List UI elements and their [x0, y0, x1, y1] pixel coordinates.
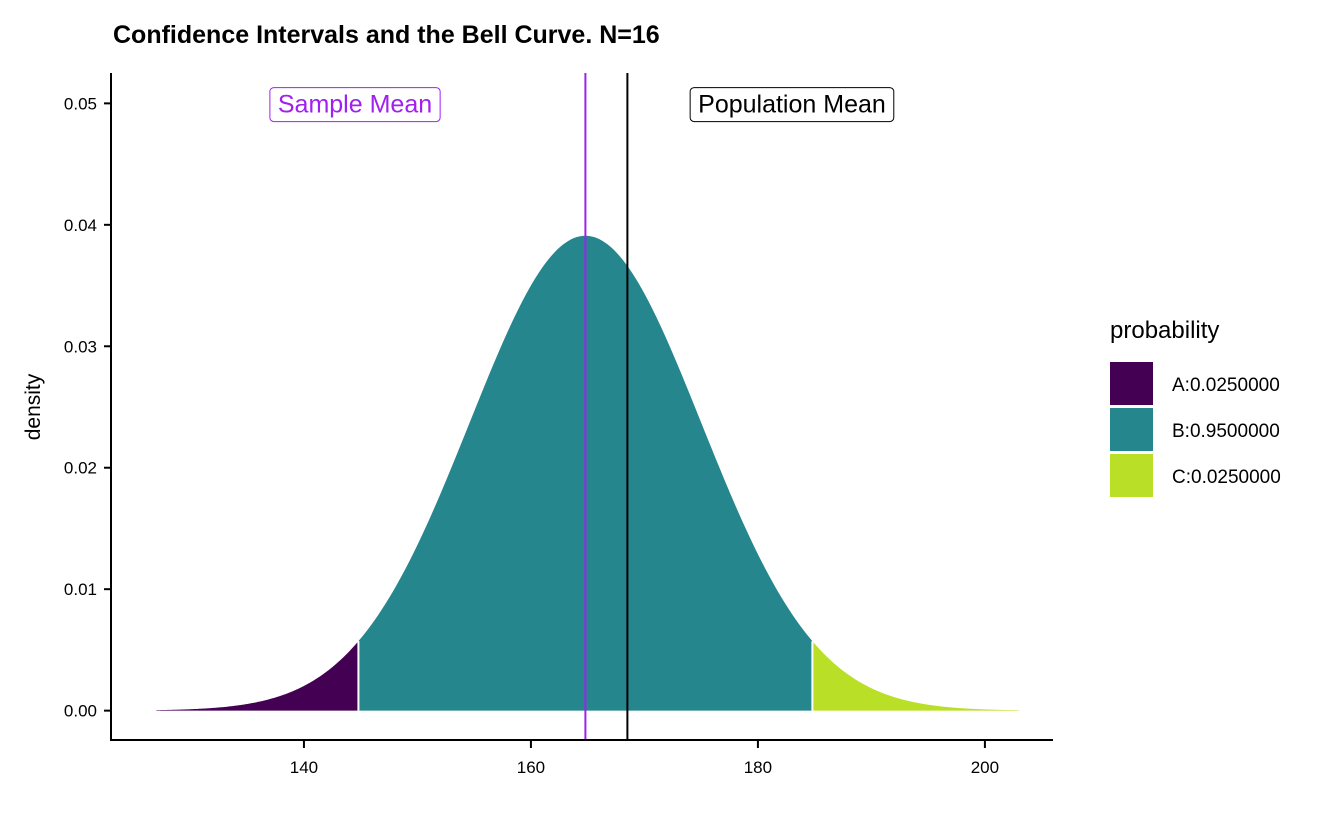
- x-tick-label: 200: [971, 758, 999, 777]
- population-mean-label: Population Mean: [689, 87, 895, 123]
- y-tick-label: 0.05: [64, 94, 97, 113]
- y-tick-label: 0.01: [64, 580, 97, 599]
- x-tick-label: 140: [290, 758, 318, 777]
- label-box: [269, 87, 441, 123]
- axes: 140 160 180 200 0.00 0.01 0.02 0.03 0.04 0.05 de…: [22, 73, 1053, 777]
- mean-lines: [584, 73, 629, 741]
- legend-label: C:0.0250000: [1172, 467, 1281, 488]
- legend-swatch: [1110, 454, 1153, 497]
- label-text: Population Mean: [698, 91, 886, 119]
- mean-annotations: Sample Mean Population Mean: [269, 87, 895, 123]
- x-ticks: 140 160 180 200: [290, 741, 999, 777]
- sample-mean-label: Sample Mean: [269, 87, 441, 123]
- legend-swatch: [1110, 408, 1153, 451]
- region-a: [156, 641, 359, 711]
- y-axis-title: density: [22, 373, 45, 440]
- legend-swatch: [1110, 362, 1153, 405]
- legend-title: probability: [1110, 317, 1219, 344]
- label-box: [689, 87, 895, 123]
- plot-area: Sample Mean Population Mean: [156, 73, 1019, 741]
- y-tick-label: 0.03: [64, 337, 97, 356]
- label-text: Sample Mean: [278, 91, 432, 119]
- legend-label: B:0.9500000: [1172, 421, 1280, 442]
- x-tick-label: 180: [744, 758, 772, 777]
- y-tick-label: 0.02: [64, 459, 97, 478]
- density-regions: [156, 235, 1019, 711]
- chart-title: Confidence Intervals and the Bell Curve.…: [113, 21, 660, 49]
- y-tick-label: 0.00: [64, 702, 97, 721]
- legend-items: A:0.0250000 B:0.9500000 C:0.0250000: [1110, 362, 1281, 497]
- y-tick-label: 0.04: [64, 216, 97, 235]
- legend: probability A:0.0250000 B:0.9500000 C:0.02…: [1110, 317, 1281, 497]
- legend-label: A:0.0250000: [1172, 375, 1280, 396]
- region-c: [812, 641, 1019, 711]
- y-ticks: 0.00 0.01 0.02 0.03 0.04 0.05: [64, 94, 111, 721]
- x-tick-label: 160: [517, 758, 545, 777]
